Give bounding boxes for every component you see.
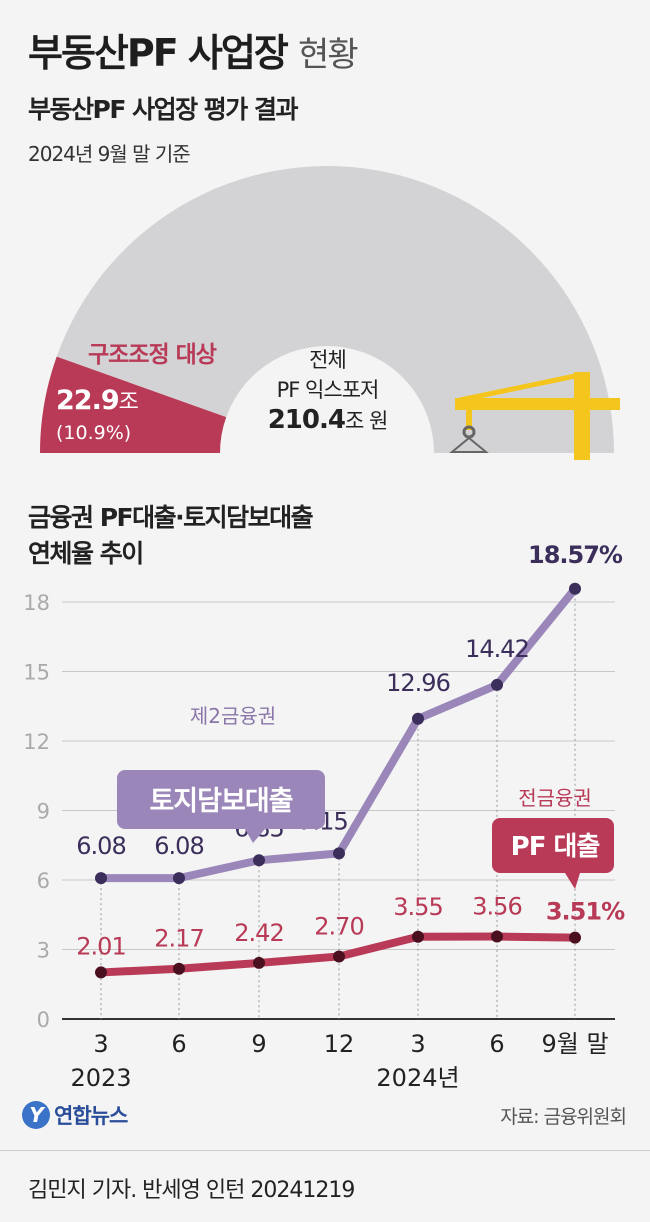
- title-bold: 부동산PF 사업장: [28, 31, 289, 75]
- x-tick-label: 3: [93, 1030, 108, 1058]
- logo-mark-icon: Y: [22, 1101, 50, 1129]
- donut-chart: [40, 166, 620, 460]
- page-title: 부동산PF 사업장 현황: [28, 22, 359, 77]
- y-tick-label: 15: [23, 661, 50, 685]
- callout-bubble: [117, 770, 325, 843]
- data-label: 3.56: [472, 893, 521, 921]
- source: 자료: 금융위원회: [500, 1106, 627, 1128]
- series-name-label: 토지담보대출: [149, 786, 292, 817]
- data-point: [253, 956, 265, 969]
- x-tick-label: 9월 말: [541, 1030, 608, 1058]
- chart-title-line2: 연체율 추이: [28, 539, 144, 568]
- title-light: 현황: [298, 35, 359, 75]
- restructuring-unit: 조: [118, 390, 139, 415]
- data-point: [333, 950, 345, 963]
- center-line1: 전체: [309, 348, 347, 372]
- crane-icon: [449, 372, 620, 460]
- yonhap-logo: Y 연합뉴스: [22, 1100, 128, 1130]
- series-group-label: 전금융권: [518, 786, 592, 810]
- x-year-label: 2024년: [376, 1064, 459, 1092]
- y-tick-label: 3: [37, 939, 50, 963]
- data-point: [412, 712, 424, 725]
- y-tick-label: 0: [37, 1008, 50, 1032]
- restructuring-label: 구조조정 대상: [88, 342, 217, 368]
- data-point: [173, 872, 185, 885]
- data-label: 14.42: [465, 635, 529, 663]
- series-group-label: 제2금융권: [190, 704, 276, 728]
- footer-bar: [0, 1150, 650, 1222]
- data-point: [173, 962, 185, 975]
- chart-title-line1: 금융권 PF대출·토지담보대출: [28, 503, 314, 532]
- y-tick-label: 6: [37, 869, 50, 893]
- data-point: [95, 966, 107, 979]
- center-unit: 조 원: [344, 409, 388, 433]
- data-label: 12.96: [386, 669, 450, 697]
- data-point: [412, 930, 424, 943]
- data-point: [95, 872, 107, 885]
- x-tick-label: 6: [489, 1030, 504, 1058]
- data-point: [569, 582, 581, 595]
- byline: 김민지 기자. 반세영 인턴 20241219: [28, 1178, 355, 1203]
- y-tick-label: 12: [23, 730, 50, 754]
- data-point: [253, 854, 265, 867]
- data-label: 2.01: [76, 932, 125, 960]
- donut-segment-restructuring: [40, 356, 227, 453]
- data-label: 2.70: [314, 912, 363, 940]
- data-label: 3.55: [393, 893, 442, 921]
- center-value: 210.4: [267, 405, 346, 435]
- reference-date: 2024년 9월 말 기준: [28, 142, 191, 166]
- data-label: 6.08: [154, 832, 203, 860]
- series-name-label: PF 대출: [511, 832, 600, 862]
- x-tick-label: 6: [171, 1030, 186, 1058]
- logo-text: 연합뉴스: [54, 1104, 128, 1128]
- x-tick-label: 9: [251, 1030, 266, 1058]
- restructuring-pct: (10.9%): [56, 422, 132, 444]
- donut-center-label: 전체 PF 익스포저 210.4조 원: [220, 345, 435, 436]
- data-label: 3.51%: [546, 898, 625, 926]
- section-subtitle: 부동산PF 사업장 평가 결과: [28, 95, 299, 124]
- data-label: 2.17: [154, 925, 203, 953]
- data-point: [333, 847, 345, 860]
- x-tick-label: 3: [410, 1030, 425, 1058]
- restructuring-value: 22.9: [56, 385, 120, 416]
- data-point: [569, 931, 581, 944]
- data-label: 18.57%: [528, 541, 623, 569]
- data-label: 2.42: [234, 919, 283, 947]
- x-year-label: 2023: [70, 1064, 131, 1092]
- data-point: [491, 930, 503, 943]
- y-tick-label: 9: [37, 800, 50, 824]
- data-label: 6.08: [76, 832, 125, 860]
- y-tick-label: 18: [23, 591, 50, 615]
- callout-bubble: [492, 818, 614, 889]
- center-line2: PF 익스포저: [276, 378, 380, 402]
- donut-segment-rest: [56, 166, 614, 453]
- data-point: [491, 678, 503, 691]
- x-tick-label: 12: [324, 1030, 355, 1058]
